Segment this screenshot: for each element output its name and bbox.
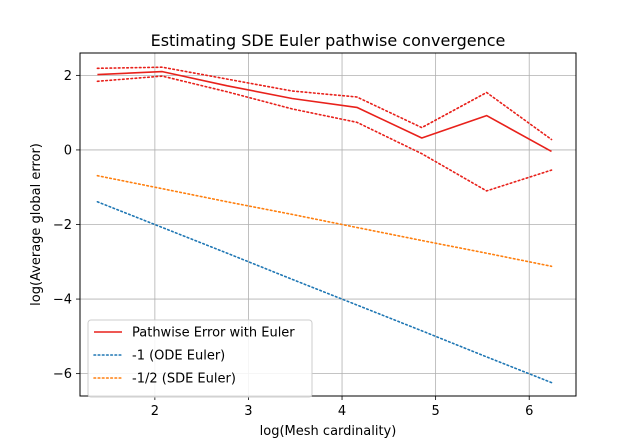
legend-label: -1/2 (SDE Euler) [132,372,236,387]
series-line-3 [96,201,553,384]
y-tick-label: −2 [53,218,72,233]
legend-box [87,319,313,398]
y-axis-label: log(Average global error) [29,143,44,306]
series-line-4 [96,174,553,268]
series-line-2 [96,75,553,192]
x-axis-label: log(Mesh cardinality) [260,424,397,439]
x-tick-label: 5 [431,404,439,419]
series-line-1 [96,66,553,141]
y-tick-label: 2 [64,69,72,84]
ticks: 2 3 4 5 6 −6 −4 −2 0 2 [53,69,534,419]
y-tick-label: −6 [53,367,72,382]
legend-label: -1 (ODE Euler) [132,349,225,364]
legend: Pathwise Error with Euler -1 (ODE Euler) -… [87,319,313,398]
x-tick-label: 3 [244,404,252,419]
series-line-0 [97,70,552,153]
legend-label: Pathwise Error with Euler [132,326,295,341]
x-tick-label: 2 [151,404,159,419]
y-tick-label: 0 [64,143,72,158]
x-tick-label: 6 [525,404,533,419]
series-layer [96,66,553,384]
chart-title: Estimating SDE Euler pathwise convergenc… [151,31,506,50]
x-tick-label: 4 [338,404,346,419]
y-tick-label: −4 [53,293,72,308]
